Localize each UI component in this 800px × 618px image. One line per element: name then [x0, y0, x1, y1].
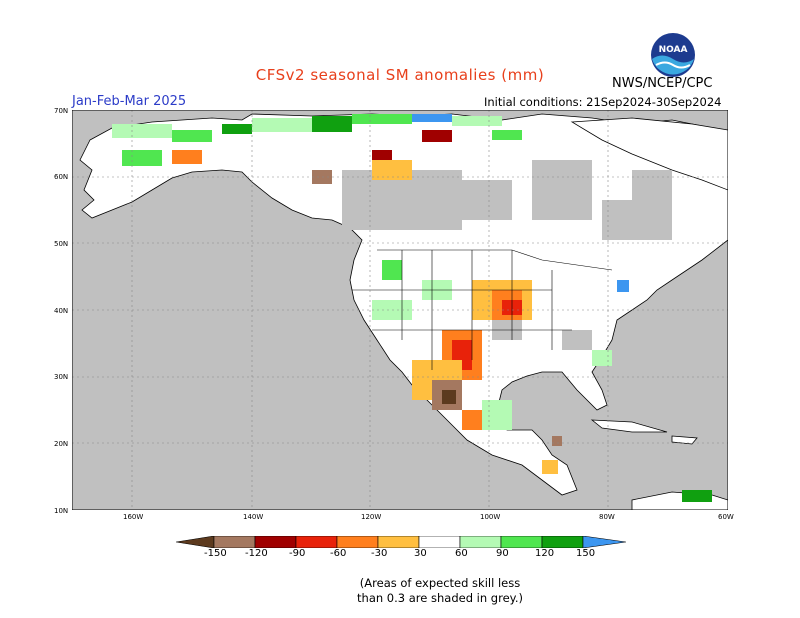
lon-label-140w: 140W [243, 513, 264, 521]
wet-anomalies [112, 114, 712, 502]
colorbar-seg-6 [418, 536, 461, 548]
lat-label-60n: 60N [54, 173, 69, 181]
colorbar-label-7: 60 [455, 548, 468, 559]
state-borders [352, 249, 613, 370]
hispaniola [671, 435, 698, 445]
noaa-logo-text: NOAA [659, 45, 688, 55]
colorbar-arrow-right [582, 536, 626, 548]
dry-anomalies [172, 130, 562, 474]
colorbar-seg-2 [254, 536, 297, 548]
lon-label-160w: 160W [123, 513, 144, 521]
colorbar-label-10: 150 [576, 548, 596, 559]
colorbar-seg-3 [295, 536, 338, 548]
greenland-baffin [570, 117, 728, 191]
colorbar [176, 536, 626, 548]
colorbar-label-4: -60 [330, 548, 347, 559]
lat-label-50n: 50N [54, 240, 69, 248]
lat-label-40n: 40N [54, 307, 69, 315]
colorbar-label-3: -90 [289, 548, 306, 559]
colorbar-label-6: 30 [414, 548, 427, 559]
map-title: CFSv2 seasonal SM anomalies (mm) [255, 66, 545, 84]
lon-label-80w: 80W [599, 513, 615, 521]
colorbar-seg-1 [213, 536, 256, 548]
colorbar-label-5: -30 [371, 548, 388, 559]
skill-note-line-1: (Areas of expected skill less [359, 576, 521, 590]
skill-note-line-2: than 0.3 are shaded in grey.) [357, 591, 523, 605]
colorbar-seg-4 [336, 536, 379, 548]
lat-label-20n: 20N [54, 440, 69, 448]
graticule [72, 110, 728, 510]
lat-label-70n: 70N [54, 107, 69, 115]
cuba [590, 419, 668, 433]
colorbar-seg-8 [500, 536, 543, 548]
soil-moisture-map [72, 110, 728, 510]
forecast-period: Jan-Feb-Mar 2025 [72, 94, 187, 109]
skill-note: (Areas of expected skill less than 0.3 a… [0, 576, 800, 606]
noaa-logo-icon: NOAA [651, 33, 695, 77]
colorbar-label-8: 90 [496, 548, 509, 559]
lon-label-60w: 60W [718, 513, 734, 521]
colorbar-arrow-left [176, 536, 215, 548]
lat-label-10n: 10N [54, 507, 69, 515]
colorbar-label-2: -120 [245, 548, 268, 559]
lon-label-120w: 120W [361, 513, 382, 521]
lon-label-100w: 100W [480, 513, 501, 521]
agency-label: NWS/NCEP/CPC [612, 76, 713, 91]
colorbar-seg-5 [377, 536, 420, 548]
colorbar-seg-9 [541, 536, 584, 548]
colorbar-label-9: 120 [535, 548, 555, 559]
colorbar-seg-7 [459, 536, 502, 548]
colorbar-label-1: -150 [204, 548, 227, 559]
lat-label-30n: 30N [54, 373, 69, 381]
initial-conditions: Initial conditions: 21Sep2024-30Sep2024 [484, 95, 722, 109]
